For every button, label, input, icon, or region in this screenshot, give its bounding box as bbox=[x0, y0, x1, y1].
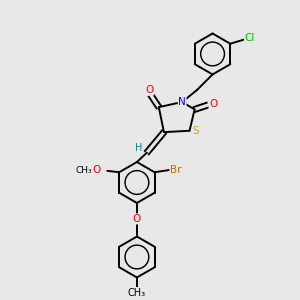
Text: H: H bbox=[135, 142, 142, 152]
Text: Br: Br bbox=[170, 165, 182, 175]
Text: N: N bbox=[178, 97, 186, 107]
Text: O: O bbox=[145, 85, 154, 95]
Text: S: S bbox=[193, 126, 199, 136]
Text: O: O bbox=[133, 214, 141, 224]
Text: O: O bbox=[209, 99, 217, 109]
Text: O: O bbox=[92, 165, 101, 175]
Text: Cl: Cl bbox=[244, 33, 255, 43]
Text: CH₃: CH₃ bbox=[76, 166, 92, 175]
Text: CH₃: CH₃ bbox=[128, 288, 146, 298]
